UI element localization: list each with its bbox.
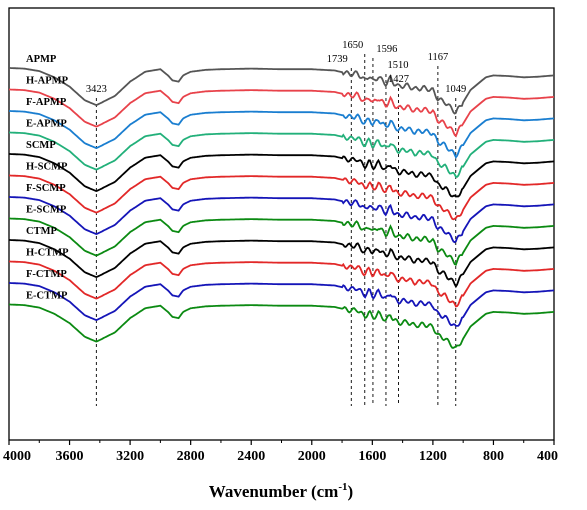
series-label-e-apmp: E-APMP bbox=[26, 119, 67, 130]
x-axis-title-superscript: -1 bbox=[338, 481, 347, 493]
series-labels: APMP H-APMP F-APMP E-APMP SCMP H-SCMP F-SCMP E-… bbox=[26, 54, 69, 302]
series-line-apmp bbox=[9, 67, 555, 115]
annotation-labels: 3423 1739 1650 1596 1510 1427 1167 1049 bbox=[86, 40, 466, 95]
annotation-label-1049: 1049 bbox=[445, 84, 466, 95]
x-tick-label-4000: 4000 bbox=[3, 449, 31, 464]
annotation-label-1596: 1596 bbox=[376, 44, 397, 55]
series-label-f-ctmp: F-CTMP bbox=[26, 269, 67, 280]
series-label-scmp: SCMP bbox=[26, 140, 56, 151]
x-tick-label-800: 800 bbox=[483, 449, 504, 464]
series-line-f-apmp bbox=[9, 110, 555, 159]
x-tick-label-3200: 3200 bbox=[116, 449, 144, 464]
annotation-lines bbox=[95, 54, 457, 406]
x-tick-label-2800: 2800 bbox=[177, 449, 205, 464]
series-line-scmp bbox=[9, 153, 555, 198]
series-line-h-ctmp bbox=[9, 260, 555, 308]
annotation-label-3423: 3423 bbox=[86, 84, 107, 95]
x-tick-label-2400: 2400 bbox=[237, 449, 265, 464]
series-label-h-ctmp: H-CTMP bbox=[26, 248, 69, 259]
series-label-ctmp: CTMP bbox=[26, 226, 57, 237]
series-line-f-ctmp bbox=[9, 282, 555, 327]
x-tick-label-3600: 3600 bbox=[56, 449, 84, 464]
series-line-e-scmp bbox=[9, 217, 555, 266]
annotation-label-1650: 1650 bbox=[342, 40, 363, 51]
x-tick-label-1600: 1600 bbox=[358, 449, 386, 464]
series-line-h-apmp bbox=[9, 88, 555, 138]
series-label-apmp: APMP bbox=[26, 54, 57, 65]
x-tick-label-400: 400 bbox=[537, 449, 558, 464]
annotation-label-1739: 1739 bbox=[327, 54, 348, 65]
x-tick-label-1200: 1200 bbox=[419, 449, 447, 464]
x-axis-ticks: 4000 3600 3200 2800 2400 2000 1600 1200 800 400 bbox=[3, 440, 558, 464]
annotation-label-1167: 1167 bbox=[428, 52, 449, 63]
series-line-f-scmp bbox=[9, 196, 555, 244]
x-tick-label-2000: 2000 bbox=[298, 449, 326, 464]
series-label-h-scmp: H-SCMP bbox=[26, 162, 68, 173]
annotation-label-1427: 1427 bbox=[388, 74, 409, 85]
series-label-f-scmp: F-SCMP bbox=[26, 183, 66, 194]
series-label-e-ctmp: E-CTMP bbox=[26, 291, 68, 302]
x-axis-title: Wavenumber (cm-1) bbox=[209, 481, 353, 501]
series-line-ctmp bbox=[9, 239, 555, 289]
series-label-e-scmp: E-SCMP bbox=[26, 205, 67, 216]
plot-frame bbox=[8, 7, 555, 441]
series-line-e-apmp bbox=[9, 131, 555, 178]
series-line-h-scmp bbox=[9, 174, 555, 221]
annotation-label-1510: 1510 bbox=[388, 60, 409, 71]
series-label-h-apmp: H-APMP bbox=[26, 76, 69, 87]
series-line-e-ctmp bbox=[9, 303, 555, 349]
series-lines bbox=[9, 67, 555, 349]
series-label-f-apmp: F-APMP bbox=[26, 97, 67, 108]
